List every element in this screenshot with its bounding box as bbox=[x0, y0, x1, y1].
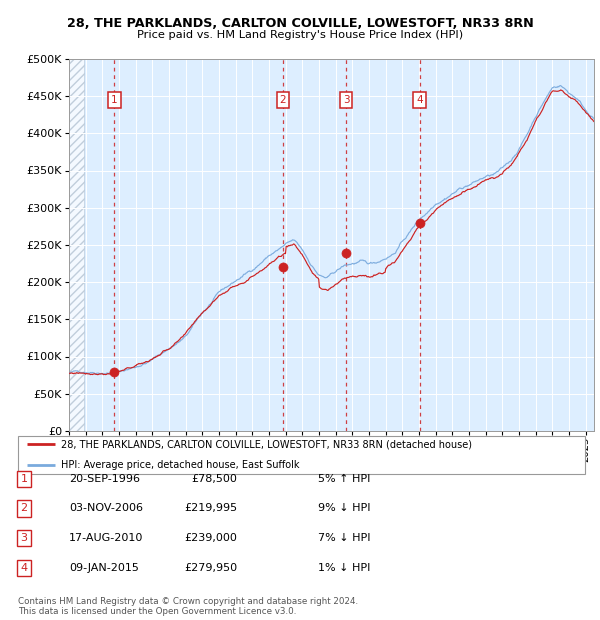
Text: 3: 3 bbox=[343, 95, 349, 105]
Text: 20-SEP-1996: 20-SEP-1996 bbox=[69, 474, 140, 484]
Text: 03-NOV-2006: 03-NOV-2006 bbox=[69, 503, 143, 513]
Text: 1% ↓ HPI: 1% ↓ HPI bbox=[318, 563, 370, 573]
Text: Price paid vs. HM Land Registry's House Price Index (HPI): Price paid vs. HM Land Registry's House … bbox=[137, 30, 463, 40]
Text: 3: 3 bbox=[20, 533, 28, 543]
Text: 5% ↑ HPI: 5% ↑ HPI bbox=[318, 474, 370, 484]
Text: £78,500: £78,500 bbox=[191, 474, 237, 484]
Text: Contains HM Land Registry data © Crown copyright and database right 2024.: Contains HM Land Registry data © Crown c… bbox=[18, 597, 358, 606]
Text: 9% ↓ HPI: 9% ↓ HPI bbox=[318, 503, 371, 513]
Text: 1: 1 bbox=[20, 474, 28, 484]
Text: 28, THE PARKLANDS, CARLTON COLVILLE, LOWESTOFT, NR33 8RN: 28, THE PARKLANDS, CARLTON COLVILLE, LOW… bbox=[67, 17, 533, 30]
Text: £279,950: £279,950 bbox=[184, 563, 237, 573]
Text: 2: 2 bbox=[20, 503, 28, 513]
FancyBboxPatch shape bbox=[18, 436, 585, 474]
Text: 17-AUG-2010: 17-AUG-2010 bbox=[69, 533, 143, 543]
Text: 4: 4 bbox=[20, 563, 28, 573]
Bar bbox=[69, 59, 85, 431]
Text: £219,995: £219,995 bbox=[184, 503, 237, 513]
Text: HPI: Average price, detached house, East Suffolk: HPI: Average price, detached house, East… bbox=[61, 459, 299, 470]
Text: 4: 4 bbox=[416, 95, 423, 105]
Text: This data is licensed under the Open Government Licence v3.0.: This data is licensed under the Open Gov… bbox=[18, 606, 296, 616]
Text: 2: 2 bbox=[280, 95, 286, 105]
Text: 28, THE PARKLANDS, CARLTON COLVILLE, LOWESTOFT, NR33 8RN (detached house): 28, THE PARKLANDS, CARLTON COLVILLE, LOW… bbox=[61, 440, 472, 450]
Text: 09-JAN-2015: 09-JAN-2015 bbox=[69, 563, 139, 573]
Text: 7% ↓ HPI: 7% ↓ HPI bbox=[318, 533, 371, 543]
Text: 1: 1 bbox=[111, 95, 118, 105]
Text: £239,000: £239,000 bbox=[184, 533, 237, 543]
